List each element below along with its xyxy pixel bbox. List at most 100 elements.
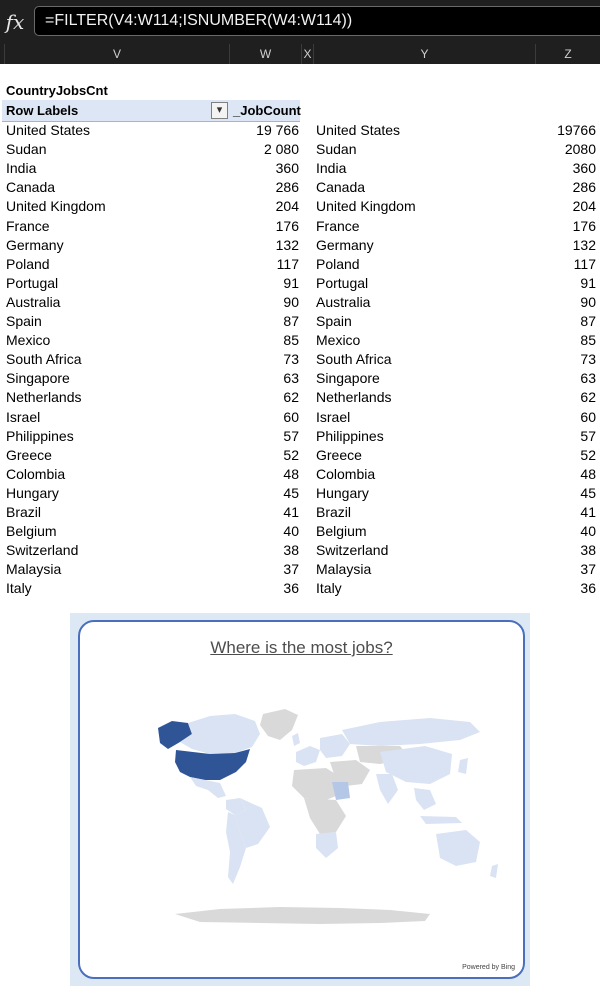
map-region-canada[interactable] [180, 714, 260, 754]
pivot-row[interactable]: Germany 132 [0, 236, 302, 255]
map-region-colombia[interactable] [226, 798, 246, 815]
pivot-country-cell[interactable]: United States [6, 122, 91, 138]
pivot-count-cell[interactable]: 38 [283, 542, 299, 559]
filter-row[interactable]: Greece 52 [314, 446, 598, 465]
filter-row[interactable]: Mexico 85 [314, 331, 598, 350]
pivot-count-cell[interactable]: 52 [283, 446, 299, 463]
worksheet-grid[interactable]: CountryJobsCnt Row Labels ▾ _JobCount Un… [0, 64, 600, 610]
pivot-country-cell[interactable]: Italy [6, 580, 32, 597]
filter-count-cell[interactable]: 87 [580, 313, 596, 329]
filter-count-cell[interactable]: 85 [580, 332, 596, 349]
filter-row[interactable]: Poland 117 [314, 255, 598, 274]
pivot-row-labels-header[interactable]: Row Labels [6, 103, 79, 118]
filter-count-cell[interactable]: 204 [572, 198, 596, 215]
pivot-row[interactable]: France 176 [0, 217, 302, 236]
pivot-row[interactable]: Colombia 48 [0, 465, 302, 484]
filter-row[interactable]: Portugal 91 [314, 274, 598, 293]
map-region-europe-east[interactable] [320, 734, 350, 758]
pivot-row[interactable]: Switzerland 38 [0, 541, 302, 560]
map-title[interactable]: Where is the most jobs? [210, 638, 393, 657]
filter-country-cell[interactable]: Netherlands [316, 389, 392, 406]
pivot-row[interactable]: Sudan 2 080 [0, 140, 302, 159]
filter-row[interactable]: Germany 132 [314, 236, 598, 255]
pivot-country-cell[interactable]: United Kingdom [6, 198, 106, 215]
filter-country-cell[interactable]: Switzerland [316, 542, 389, 559]
filter-country-cell[interactable]: Sudan [316, 141, 357, 158]
pivot-row[interactable]: India 360 [0, 159, 302, 178]
filter-row[interactable]: Spain 87 [314, 312, 598, 331]
filter-count-cell[interactable]: 90 [580, 293, 596, 310]
filter-count-cell[interactable]: 36 [580, 580, 596, 597]
filter-country-cell[interactable]: Australia [316, 293, 371, 310]
pivot-row[interactable]: Netherlands 62 [0, 388, 302, 407]
pivot-row[interactable]: United Kingdom 204 [0, 197, 302, 216]
filter-row[interactable]: Israel 60 [314, 408, 598, 427]
filter-row[interactable]: Italy 36 [314, 579, 598, 598]
pivot-count-cell[interactable]: 85 [283, 332, 299, 349]
map-region-new-zealand[interactable] [490, 864, 498, 878]
filter-country-cell[interactable]: Israel [316, 408, 351, 425]
filter-country-cell[interactable]: France [316, 217, 360, 234]
filter-row[interactable]: Netherlands 62 [314, 388, 598, 407]
filter-row[interactable]: Sudan 2080 [314, 140, 598, 159]
pivot-row[interactable]: Italy 36 [0, 579, 302, 598]
map-region-indonesia[interactable] [420, 816, 462, 824]
filter-count-cell[interactable]: 60 [580, 408, 596, 425]
filter-count-cell[interactable]: 45 [580, 484, 596, 501]
pivot-count-cell[interactable]: 41 [283, 504, 299, 520]
pivot-country-cell[interactable]: Brazil [6, 504, 42, 520]
pivot-row[interactable]: Australia 90 [0, 293, 302, 312]
sort-descending-icon[interactable]: ▾ [211, 102, 228, 119]
map-region-sudan[interactable] [332, 782, 350, 800]
pivot-count-cell[interactable]: 90 [283, 293, 299, 310]
pivot-count-cell[interactable]: 48 [283, 465, 299, 482]
pivot-row[interactable]: Singapore 63 [0, 369, 302, 388]
pivot-count-cell[interactable]: 36 [283, 580, 299, 597]
pivot-row[interactable]: Spain 87 [0, 312, 302, 331]
column-header-z[interactable]: Z [564, 47, 572, 61]
filter-country-cell[interactable]: India [316, 160, 347, 177]
map-region-japan[interactable] [458, 758, 468, 774]
map-region-europe-west[interactable] [296, 746, 320, 766]
filter-row[interactable]: Singapore 63 [314, 369, 598, 388]
pivot-count-cell[interactable]: 73 [283, 351, 299, 368]
pivot-country-cell[interactable]: Switzerland [6, 542, 79, 559]
filter-count-cell[interactable]: 48 [580, 465, 596, 482]
pivot-country-cell[interactable]: Germany [6, 236, 64, 253]
pivot-row[interactable]: Brazil 41 [0, 503, 302, 522]
filter-row[interactable]: France 176 [314, 217, 598, 236]
pivot-count-cell[interactable]: 286 [275, 179, 299, 196]
filter-country-cell[interactable]: Italy [316, 580, 342, 597]
filter-row[interactable]: Switzerland 38 [314, 541, 598, 560]
pivot-row[interactable]: Belgium 40 [0, 522, 302, 541]
pivot-row[interactable]: Portugal 91 [0, 274, 302, 293]
map-region-greenland[interactable] [260, 709, 298, 740]
filter-country-cell[interactable]: Greece [316, 446, 362, 463]
pivot-count-cell[interactable]: 19 766 [256, 122, 299, 138]
filter-count-cell[interactable]: 63 [580, 370, 596, 387]
filter-count-cell[interactable]: 40 [580, 523, 596, 540]
filter-country-cell[interactable]: Germany [316, 236, 374, 253]
pivot-count-cell[interactable]: 87 [283, 313, 299, 329]
filter-count-cell[interactable]: 132 [572, 236, 596, 253]
map-region-mexico[interactable] [190, 777, 226, 798]
map-region-central-africa[interactable] [304, 798, 346, 834]
pivot-country-cell[interactable]: Netherlands [6, 389, 82, 406]
pivot-row[interactable]: United States 19 766 [0, 121, 302, 140]
pivot-value-header[interactable]: _JobCount [233, 103, 301, 118]
map-region-brazil[interactable] [235, 798, 270, 848]
filter-count-cell[interactable]: 62 [580, 389, 596, 406]
filter-count-cell[interactable]: 117 [573, 255, 596, 272]
pivot-country-cell[interactable]: Israel [6, 408, 41, 425]
filter-count-cell[interactable]: 37 [580, 561, 596, 578]
filter-count-cell[interactable]: 19766 [557, 122, 596, 138]
filter-row[interactable]: Philippines 57 [314, 427, 598, 446]
filter-country-cell[interactable]: United Kingdom [316, 198, 416, 215]
map-region-antarctica[interactable] [175, 907, 430, 924]
pivot-row[interactable]: Malaysia 37 [0, 560, 302, 579]
pivot-country-cell[interactable]: France [6, 217, 50, 234]
pivot-count-cell[interactable]: 91 [283, 274, 299, 291]
pivot-count-cell[interactable]: 360 [275, 160, 299, 177]
filter-country-cell[interactable]: Belgium [316, 523, 367, 540]
filter-country-cell[interactable]: South Africa [316, 351, 392, 368]
